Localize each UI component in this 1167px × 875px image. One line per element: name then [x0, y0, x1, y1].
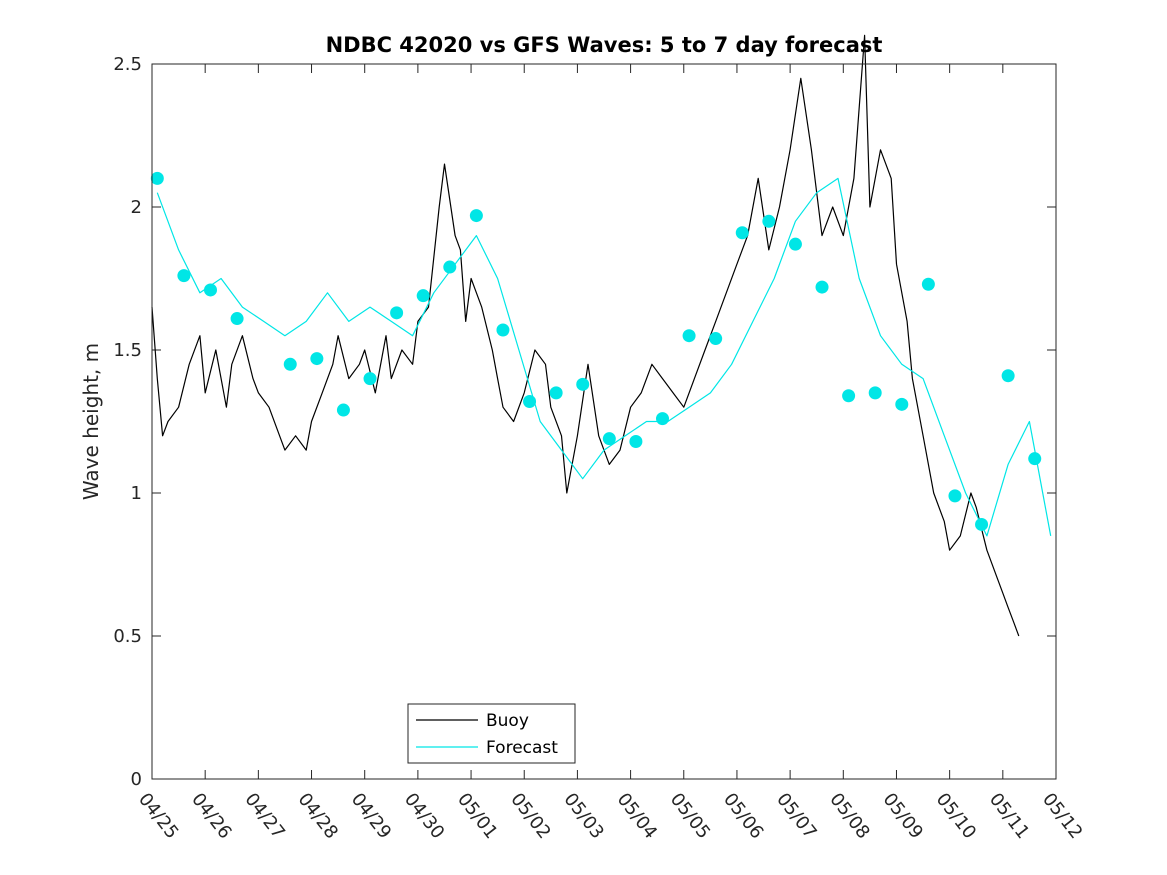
y-tick-label: 2.5: [113, 54, 142, 75]
forecast-marker: [150, 171, 164, 185]
forecast-marker: [416, 289, 430, 303]
plot-area: [152, 64, 1056, 779]
forecast-marker: [363, 372, 377, 386]
forecast-marker: [921, 277, 935, 291]
legend-label-buoy: Buoy: [486, 711, 529, 731]
forecast-marker: [336, 403, 350, 417]
forecast-marker: [682, 329, 696, 343]
forecast-marker: [390, 306, 404, 320]
forecast-marker: [629, 435, 643, 449]
forecast-marker: [496, 323, 510, 337]
forecast-marker: [815, 280, 829, 294]
forecast-marker: [230, 312, 244, 326]
y-tick-label: 1: [131, 483, 142, 504]
forecast-marker: [283, 357, 297, 371]
forecast-marker: [469, 209, 483, 223]
forecast-marker: [1028, 452, 1042, 466]
forecast-marker: [310, 352, 324, 366]
plot-frame: [151, 63, 1057, 780]
legend-label-forecast: Forecast: [486, 738, 558, 758]
y-axis-label: Wave height, m: [79, 343, 103, 500]
forecast-marker: [602, 432, 616, 446]
legend-box: [407, 703, 576, 764]
forecast-marker: [443, 260, 457, 274]
chart-title: NDBC 42020 vs GFS Waves: 5 to 7 day fore…: [326, 33, 883, 57]
forecast-marker: [523, 394, 537, 408]
y-tick-label: 2: [131, 197, 142, 218]
buoy-line: [151, 34, 1020, 637]
forecast-marker: [895, 397, 909, 411]
forecast-marker: [788, 237, 802, 251]
forecast-marker: [868, 386, 882, 400]
forecast-marker: [1001, 369, 1015, 383]
legend: Buoy Forecast: [407, 703, 576, 764]
forecast-marker: [709, 332, 723, 346]
y-tick-label: 1.5: [113, 340, 142, 361]
forecast-marker: [975, 517, 989, 531]
y-tick-label: 0: [131, 769, 142, 790]
forecast-marker: [203, 283, 217, 297]
forecast-marker: [948, 489, 962, 503]
forecast-marker: [842, 389, 856, 403]
forecast-marker: [576, 377, 590, 391]
forecast-marker: [735, 226, 749, 240]
forecast-marker: [655, 412, 669, 426]
forecast-line: [156, 177, 1052, 537]
series-layer: [150, 34, 1052, 637]
forecast-marker: [762, 214, 776, 228]
y-tick-label: 0.5: [113, 626, 142, 647]
forecast-marker: [549, 386, 563, 400]
forecast-marker: [177, 269, 191, 283]
